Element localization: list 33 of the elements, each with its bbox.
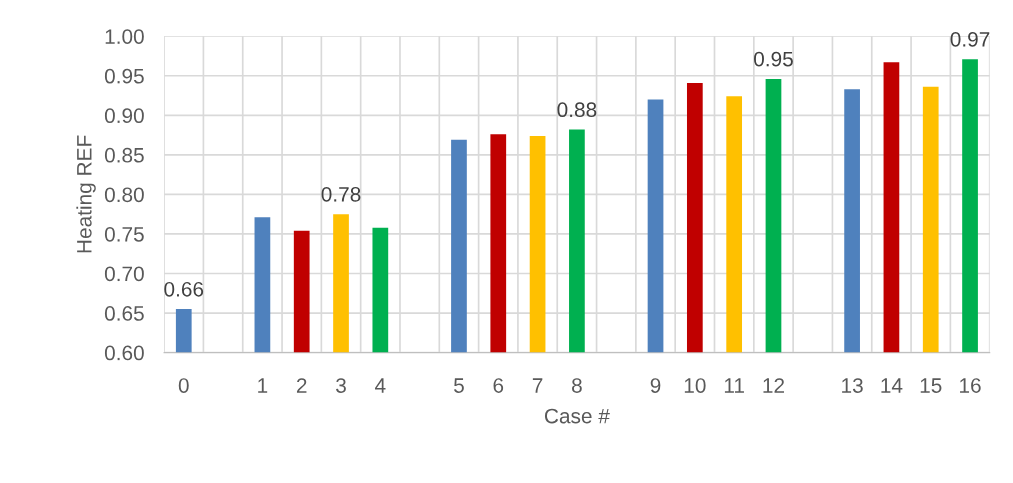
y-tick-label: 0.60 — [104, 345, 144, 361]
x-tick-label: 10 — [684, 378, 706, 393]
x-tick-label: 11 — [724, 378, 744, 393]
x-tick-label: 14 — [881, 378, 903, 393]
y-tick-label: 0.80 — [104, 187, 144, 203]
data-label: 0.78 — [321, 186, 361, 202]
y-tick-label: 0.75 — [104, 226, 144, 242]
y-axis-title: Heating REF — [76, 135, 96, 253]
x-tick-label: 3 — [336, 378, 346, 393]
y-tick-label: 0.70 — [104, 266, 144, 282]
y-tick-label: 1.00 — [105, 29, 144, 44]
data-label: 0.66 — [164, 281, 204, 297]
x-tick-label: 2 — [296, 378, 307, 393]
x-tick-label: 8 — [572, 378, 582, 393]
data-label: 0.88 — [557, 102, 597, 118]
x-tick-label: 13 — [842, 378, 863, 393]
y-tick-label: 0.95 — [104, 68, 144, 84]
x-tick-label: 16 — [960, 378, 981, 393]
x-tick-label: 7 — [532, 378, 543, 393]
x-tick-label: 4 — [375, 378, 386, 393]
data-label: 0.97 — [950, 31, 990, 47]
x-tick-label: 5 — [454, 378, 464, 393]
x-tick-label: 15 — [920, 378, 942, 393]
y-tick-label: 0.65 — [104, 306, 144, 321]
x-tick-label: 1 — [258, 378, 268, 393]
x-axis-title: Case # — [544, 408, 610, 424]
x-tick-label: 12 — [763, 378, 785, 393]
x-tick-label: 9 — [650, 378, 661, 393]
data-label: 0.95 — [754, 51, 793, 67]
y-tick-label: 0.90 — [104, 108, 144, 124]
x-tick-label: 6 — [493, 378, 504, 393]
x-tick-label: 0 — [178, 378, 189, 393]
y-tick-label: 0.85 — [104, 147, 144, 163]
